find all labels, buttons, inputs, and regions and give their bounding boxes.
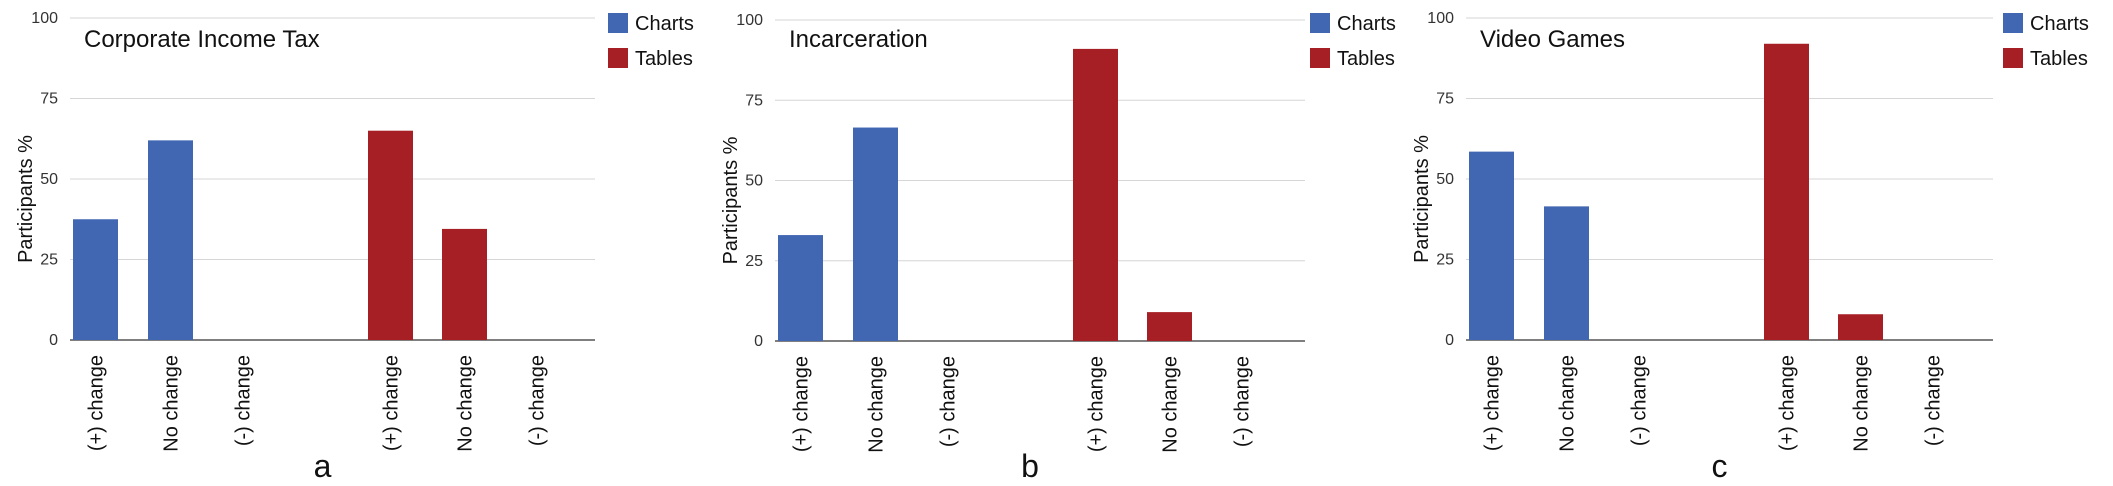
y-axis-label: Participants %: [1411, 135, 1433, 263]
x-tick-label: No change: [161, 355, 183, 452]
legend-swatch-tables: [2003, 48, 2023, 68]
x-tick-label: (-) change: [938, 356, 960, 447]
chart-panel-c: 0 25 50 75 100 Participants % Video Games (+) c…: [1411, 10, 2089, 484]
y-tick-label: 100: [31, 10, 58, 27]
x-tick-label: No change: [1557, 355, 1579, 452]
bar-tables-2: [1147, 312, 1192, 341]
y-tick-label: 100: [736, 12, 763, 29]
x-tick-label: (-) change: [233, 355, 255, 446]
x-tick-label: (+) change: [1482, 355, 1504, 451]
x-tick-label: (+) change: [1777, 355, 1799, 451]
y-axis-label: Participants %: [720, 136, 742, 264]
y-tick-label: 0: [49, 332, 58, 349]
y-tick-label: 0: [1445, 332, 1454, 349]
x-tick-label: (+) change: [791, 356, 813, 452]
y-tick-label: 0: [754, 333, 763, 350]
legend-label-charts: Charts: [635, 13, 694, 35]
x-tick-label: (+) change: [1086, 356, 1108, 452]
chart-panel-a: 0 25 50 75 100 Participants % Corporate Income…: [15, 10, 694, 484]
legend-swatch-charts: [608, 13, 628, 33]
x-tick-label: (-) change: [1629, 355, 1651, 446]
bar-charts-2: [853, 127, 898, 341]
chart-panel-b: 0 25 50 75 100 Participants % Incarceration (+)…: [720, 12, 1396, 484]
bar-charts-2: [1544, 206, 1589, 340]
y-axis-label: Participants %: [15, 135, 37, 263]
y-tick-label: 75: [40, 91, 58, 108]
y-tick-label: 50: [40, 171, 58, 188]
bar-tables-2: [1838, 314, 1883, 340]
bar-tables-1: [1764, 43, 1809, 340]
bar-charts-1: [73, 219, 118, 340]
y-tick-label: 100: [1427, 10, 1454, 27]
panel-letter: b: [1021, 448, 1039, 484]
bar-tables-2: [442, 228, 487, 340]
x-tick-label: (+) change: [381, 355, 403, 451]
legend-swatch-tables: [608, 48, 628, 68]
chart-title: Incarceration: [789, 26, 928, 53]
y-tick-label: 75: [745, 92, 763, 109]
y-tick-label: 25: [40, 252, 58, 269]
legend-label-charts: Charts: [1337, 13, 1396, 35]
chart-title: Video Games: [1480, 26, 1625, 53]
legend-swatch-charts: [2003, 13, 2023, 33]
y-tick-label: 50: [1436, 171, 1454, 188]
panel-letter: a: [314, 448, 332, 484]
legend-swatch-charts: [1310, 13, 1330, 33]
x-tick-label: (-) change: [527, 355, 549, 446]
bar-charts-1: [778, 235, 823, 341]
x-tick-label: No change: [1160, 356, 1182, 453]
y-tick-label: 25: [745, 253, 763, 270]
x-tick-label: (-) change: [1923, 355, 1945, 446]
y-tick-label: 25: [1436, 252, 1454, 269]
chart-title: Corporate Income Tax: [84, 26, 320, 53]
x-tick-label: No change: [455, 355, 477, 452]
bar-tables-1: [1073, 48, 1118, 341]
bar-charts-1: [1469, 151, 1514, 340]
y-tick-label: 50: [745, 173, 763, 190]
x-tick-label: No change: [866, 356, 888, 453]
y-tick-label: 75: [1436, 91, 1454, 108]
legend-label-tables: Tables: [635, 48, 693, 70]
x-tick-label: No change: [1851, 355, 1873, 452]
bar-tables-1: [368, 130, 413, 340]
legend-label-tables: Tables: [2030, 48, 2088, 70]
legend-label-tables: Tables: [1337, 48, 1395, 70]
panel-letter: c: [1712, 448, 1728, 484]
legend-swatch-tables: [1310, 48, 1330, 68]
x-tick-label: (-) change: [1232, 356, 1254, 447]
x-tick-label: (+) change: [86, 355, 108, 451]
legend-label-charts: Charts: [2030, 13, 2089, 35]
bar-charts-2: [148, 140, 193, 340]
